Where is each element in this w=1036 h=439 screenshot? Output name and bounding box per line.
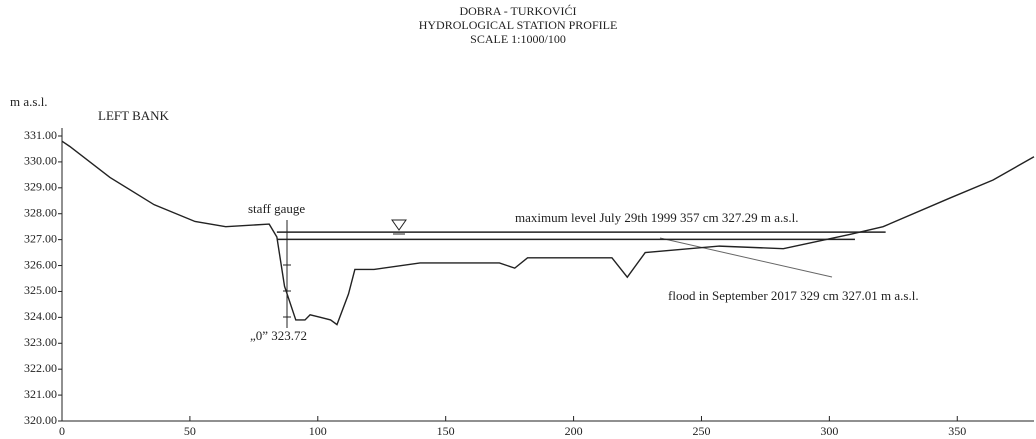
annotation: LEFT BANK xyxy=(98,108,170,123)
y-tick-label: 323.00 xyxy=(24,335,57,349)
y-tick-label: 331.00 xyxy=(24,128,57,142)
x-tick-label: 50 xyxy=(184,424,196,438)
y-tick-label: 327.00 xyxy=(24,231,57,245)
y-tick-label: 330.00 xyxy=(24,154,57,168)
y-tick-label: 328.00 xyxy=(24,205,57,219)
x-tick-label: 300 xyxy=(820,424,838,438)
water-symbol xyxy=(391,219,407,231)
y-tick-label: 320.00 xyxy=(24,413,57,427)
y-tick-label: 325.00 xyxy=(24,283,57,297)
y-tick-label: 329.00 xyxy=(24,180,57,194)
x-tick-label: 0 xyxy=(59,424,65,438)
leader-line xyxy=(659,237,833,278)
y-axis-label: m a.s.l. xyxy=(10,94,48,109)
annotation: „0” 323.72 xyxy=(250,328,307,343)
line-series xyxy=(61,140,1035,326)
y-tick-label: 326.00 xyxy=(24,257,57,271)
title-line: HYDROLOGICAL STATION PROFILE xyxy=(419,18,618,32)
title-line: SCALE 1:1000/100 xyxy=(470,32,566,46)
annotation: maximum level July 29th 1999 357 cm 327.… xyxy=(515,210,798,225)
title-line: DOBRA - TURKOVIĆI xyxy=(459,4,576,18)
y-tick-label: 321.00 xyxy=(24,387,57,401)
staff-gauge xyxy=(283,220,291,328)
y-tick-label: 322.00 xyxy=(24,361,57,375)
x-tick-label: 200 xyxy=(565,424,583,438)
annotation: flood in September 2017 329 cm 327.01 m … xyxy=(668,288,919,303)
x-tick-label: 100 xyxy=(309,424,327,438)
x-tick-label: 350 xyxy=(948,424,966,438)
y-tick-label: 324.00 xyxy=(24,309,57,323)
x-tick-label: 150 xyxy=(437,424,455,438)
x-tick-label: 250 xyxy=(692,424,710,438)
annotation: staff gauge xyxy=(248,201,305,216)
